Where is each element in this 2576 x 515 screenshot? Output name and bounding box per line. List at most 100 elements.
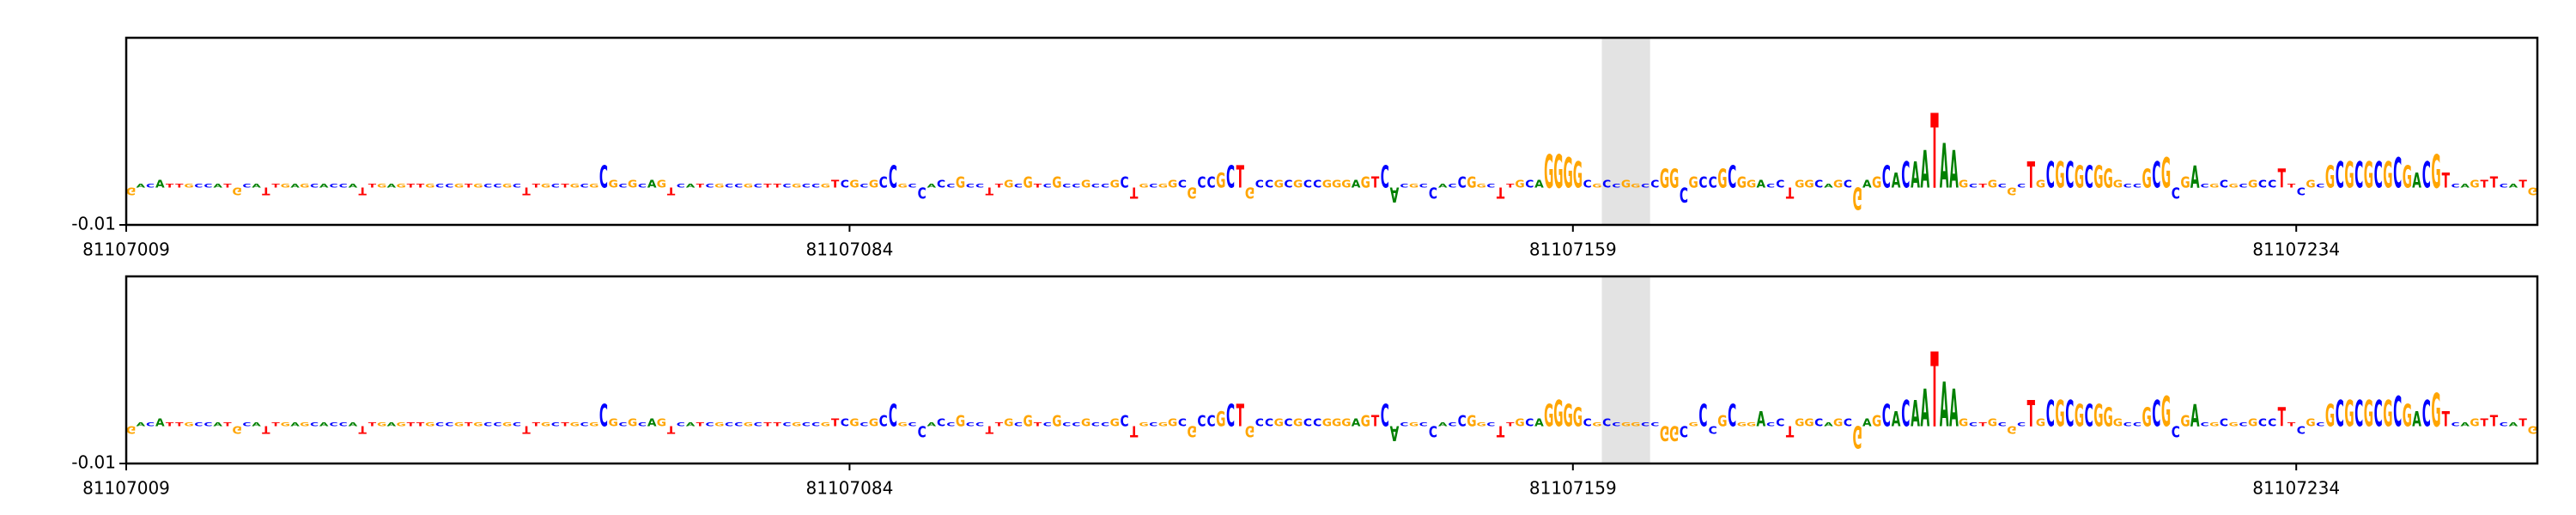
- logo-letter: C: [329, 183, 337, 189]
- logo-letter: G: [377, 183, 386, 189]
- logo-letter: C: [1969, 183, 1978, 189]
- logo-letter: T: [1236, 161, 1245, 196]
- logo-letter: G: [2036, 179, 2045, 191]
- logo-letter: C: [677, 183, 685, 189]
- logo-letter: C: [580, 421, 588, 427]
- logo-letter: C: [1101, 183, 1109, 189]
- logo-letter: A: [1911, 394, 1920, 435]
- logo-letter: G: [657, 179, 666, 191]
- logo-letter: G: [1833, 417, 1843, 429]
- logo-letter: C: [2220, 417, 2228, 429]
- logo-letter: A: [349, 421, 359, 427]
- logo-letter: A: [1756, 179, 1765, 191]
- logo-letter: G: [1564, 150, 1573, 198]
- logo-letter: G: [1592, 183, 1601, 189]
- logo-letter: T: [407, 183, 416, 189]
- logo-letter: C: [551, 183, 560, 189]
- logo-letter: C: [580, 183, 588, 189]
- logo-letter: A: [1920, 142, 1929, 201]
- logo-letter: T: [2278, 403, 2286, 433]
- logo-letter: G: [2180, 412, 2190, 430]
- logo-letter: C: [1014, 183, 1023, 189]
- logo-letter: G: [1573, 403, 1583, 433]
- logo-letter: G: [1872, 412, 1881, 430]
- logo-letter: G: [1689, 421, 1698, 427]
- logo-letter: C: [146, 421, 155, 427]
- logo-letter: C: [1014, 421, 1023, 427]
- logo-letter: T: [1034, 183, 1042, 189]
- logo-letter: G: [792, 183, 801, 189]
- logo-letter: G: [2325, 161, 2335, 196]
- logo-letter: C: [194, 183, 203, 189]
- logo-letter: C: [1313, 179, 1321, 191]
- logo-letter: C: [1728, 161, 1736, 196]
- logo-letter: G: [1621, 179, 1631, 191]
- logo-letter: C: [1998, 421, 2007, 427]
- logo-letter: C: [2133, 421, 2142, 427]
- logo-letter: T: [2287, 421, 2296, 427]
- logo-letter: G: [1476, 183, 1485, 189]
- logo-letter: C: [2393, 150, 2402, 198]
- logo-letter: C: [1226, 161, 1235, 196]
- logo-letter: G: [2055, 394, 2064, 435]
- logo-letter: C: [1602, 179, 1611, 191]
- logo-letter: T: [696, 421, 705, 427]
- logo-letter: G: [1621, 421, 1631, 427]
- logo-letter: C: [146, 183, 155, 189]
- logo-letter: C: [1429, 184, 1437, 202]
- logo-letter: C: [1602, 417, 1611, 429]
- logo-letter: T: [986, 185, 994, 197]
- logo-letter: A: [1940, 370, 1949, 441]
- logo-letter: A: [1534, 417, 1544, 429]
- logo-letter: A: [213, 421, 223, 427]
- logo-letter: C: [1062, 183, 1071, 189]
- logo-letter: C: [1458, 173, 1467, 191]
- logo-letter: T: [358, 185, 367, 197]
- logo-letter: C: [1525, 417, 1534, 429]
- logo-letter: G: [1804, 417, 1814, 429]
- logo-letter: C: [1641, 421, 1649, 427]
- logo-letter: G: [1959, 417, 1968, 429]
- logo-letter: C: [2046, 394, 2055, 435]
- logo-letter: C: [1882, 399, 1891, 434]
- logo-letter: C: [1255, 417, 1264, 429]
- logo-letter: C: [2422, 155, 2431, 197]
- logo-letter: G: [1293, 179, 1303, 191]
- logo-letter: C: [1419, 183, 1428, 189]
- logo-letter: A: [1940, 131, 1949, 203]
- logo-letter: C: [1680, 422, 1688, 440]
- logo-letter: G: [1216, 168, 1225, 192]
- logo-letter: T: [1978, 183, 1987, 189]
- logo-letter: C: [1091, 421, 1100, 427]
- logo-letter: G: [898, 421, 908, 427]
- logo-letter: G: [2007, 185, 2016, 197]
- logo-letter: G: [2431, 385, 2440, 438]
- logo-letter: A: [1390, 421, 1400, 445]
- logo-letter: C: [435, 183, 444, 189]
- logo-letter: C: [2268, 417, 2276, 429]
- logo-letter: T: [1371, 412, 1379, 430]
- logo-letter: T: [465, 183, 473, 189]
- logo-letter: C: [1178, 417, 1187, 429]
- logo-letter: G: [1052, 412, 1061, 430]
- logo-letter: C: [918, 184, 927, 202]
- logo-letter: G: [126, 185, 136, 197]
- logo-letter: G: [2431, 146, 2440, 199]
- logo-letter: G: [1081, 417, 1091, 429]
- logo-letter: G: [609, 417, 618, 429]
- logo-letter: T: [1130, 184, 1138, 202]
- logo-letter: G: [473, 183, 483, 189]
- logo-letter: C: [1650, 421, 1659, 427]
- logo-letter: G: [1515, 417, 1524, 429]
- logo-letter: G: [1717, 164, 1727, 194]
- logo-letter: C: [946, 183, 955, 189]
- logo-letter: G: [609, 179, 618, 191]
- logo-letter: G: [1544, 146, 1553, 199]
- logo-letter: G: [1004, 179, 1013, 191]
- logo-letter: T: [175, 183, 184, 189]
- logo-letter: A: [1438, 421, 1449, 427]
- y-tick-label: -0.01: [71, 214, 116, 234]
- logo-letter: G: [792, 421, 801, 427]
- logo-letter: G: [1669, 164, 1679, 194]
